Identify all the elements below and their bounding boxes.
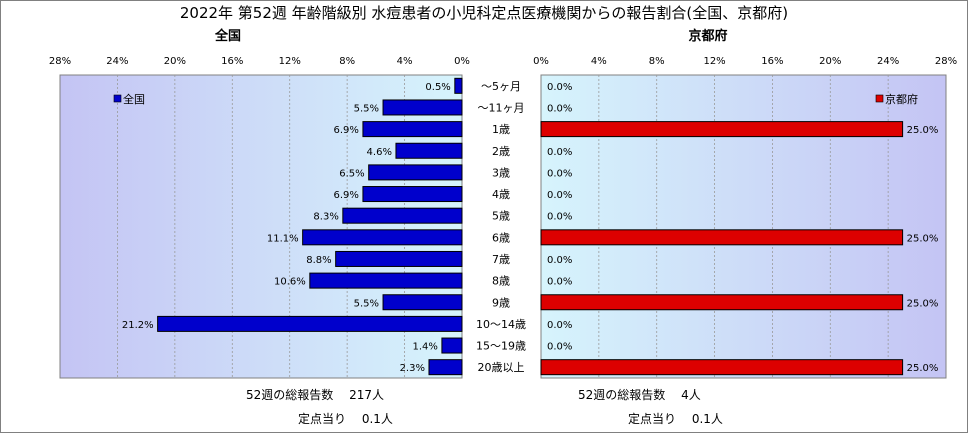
left-x-tick-label: 16% bbox=[221, 56, 243, 67]
left-bar bbox=[368, 164, 463, 181]
right-bar bbox=[540, 121, 904, 138]
category-label: ～11ヶ月 bbox=[478, 101, 525, 114]
right-bar-value-label: 0.0% bbox=[547, 342, 572, 353]
left-bar-value-label: 5.5% bbox=[354, 103, 379, 114]
left-bar bbox=[454, 77, 463, 94]
right-bar-value-label: 0.0% bbox=[547, 277, 572, 288]
right-bar-value-label: 25.0% bbox=[907, 125, 939, 136]
right-panel-title: 京都府 bbox=[688, 28, 727, 44]
right-bar-value-label: 0.0% bbox=[547, 82, 572, 93]
right-bar bbox=[540, 229, 904, 246]
left-bar bbox=[382, 99, 463, 116]
right-bar bbox=[540, 294, 904, 311]
left-bar bbox=[362, 121, 463, 138]
right-bar-value-label: 0.0% bbox=[547, 103, 572, 114]
right-x-ticks: 0% 4% 8% 12% 16% 20% 24% 28% bbox=[533, 56, 957, 67]
left-legend: 全国 bbox=[113, 92, 145, 106]
left-bar-value-label: 2.3% bbox=[400, 363, 425, 374]
category-label: 15～19歳 bbox=[476, 340, 526, 353]
category-label: 9歳 bbox=[492, 296, 510, 309]
left-bar-value-label: 4.6% bbox=[367, 147, 392, 158]
left-x-tick-label: 8% bbox=[339, 56, 355, 67]
right-bar bbox=[540, 359, 904, 376]
right-bar-value-label: 0.0% bbox=[547, 168, 572, 179]
category-label: 7歳 bbox=[492, 253, 510, 266]
category-label: ～5ヶ月 bbox=[481, 80, 521, 93]
left-bar bbox=[441, 337, 463, 354]
left-x-tick-label: 12% bbox=[279, 56, 301, 67]
category-label: 20歳以上 bbox=[478, 361, 525, 374]
left-total-reports: 52週の総報告数 217人 bbox=[246, 387, 384, 402]
left-bar bbox=[362, 186, 463, 203]
right-x-tick-label: 20% bbox=[819, 56, 841, 67]
left-bar-value-label: 10.6% bbox=[274, 277, 306, 288]
left-bar-value-label: 11.1% bbox=[267, 233, 299, 244]
right-legend-swatch bbox=[875, 94, 884, 103]
left-bar bbox=[309, 272, 463, 289]
left-x-tick-label: 0% bbox=[454, 56, 470, 67]
right-bar-value-label: 0.0% bbox=[547, 147, 572, 158]
right-bar-value-label: 25.0% bbox=[907, 233, 939, 244]
right-per-site: 定点当り 0.1人 bbox=[628, 411, 723, 426]
right-bar-value-label: 0.0% bbox=[547, 190, 572, 201]
right-x-tick-label: 0% bbox=[533, 56, 549, 67]
left-bar-value-label: 6.5% bbox=[339, 168, 364, 179]
right-bar-value-label: 0.0% bbox=[547, 320, 572, 331]
left-bars: 0.5% 5.5% 6.9% 4.6%6.5% 6.9% 8.3% 11.1% 8.8%10.… bbox=[122, 77, 463, 376]
left-x-tick-label: 20% bbox=[164, 56, 186, 67]
left-x-tick-label: 4% bbox=[397, 56, 413, 67]
right-bar-value-label: 25.0% bbox=[907, 363, 939, 374]
left-legend-label: 全国 bbox=[123, 92, 145, 106]
left-bar bbox=[342, 207, 463, 224]
left-bar-value-label: 1.4% bbox=[412, 342, 437, 353]
category-label: 6歳 bbox=[492, 231, 510, 244]
right-total-reports: 52週の総報告数 4人 bbox=[578, 387, 701, 402]
right-grid bbox=[598, 75, 889, 378]
left-bar-value-label: 6.9% bbox=[334, 190, 359, 201]
right-bar-value-label: 0.0% bbox=[547, 212, 572, 223]
left-per-site: 定点当り 0.1人 bbox=[298, 411, 393, 426]
left-x-tick-label: 24% bbox=[106, 56, 128, 67]
left-bar-value-label: 0.5% bbox=[425, 82, 450, 93]
right-legend-label: 京都府 bbox=[885, 92, 918, 106]
right-x-tick-label: 28% bbox=[935, 56, 957, 67]
category-labels: ～5ヶ月 ～11ヶ月 1歳 2歳 3歳 4歳 5歳 6歳 7歳 8歳 9歳 10～14歳 15～19歳 2… bbox=[476, 80, 526, 374]
left-panel-title: 全国 bbox=[214, 28, 241, 44]
left-legend-swatch bbox=[113, 94, 122, 103]
left-bar bbox=[302, 229, 463, 246]
chart-title: 2022年 第52週 年齢階級別 水痘患者の小児科定点医療機関からの報告割合(全… bbox=[180, 4, 788, 22]
left-bar bbox=[395, 142, 463, 159]
left-plot-area bbox=[59, 74, 463, 379]
category-label: 1歳 bbox=[492, 123, 510, 136]
left-bar-value-label: 5.5% bbox=[354, 298, 379, 309]
category-label: 8歳 bbox=[492, 275, 510, 288]
right-legend: 京都府 bbox=[875, 92, 918, 106]
right-bar-value-label: 0.0% bbox=[547, 255, 572, 266]
right-plot-area bbox=[540, 74, 947, 379]
right-x-tick-label: 12% bbox=[703, 56, 725, 67]
right-x-tick-label: 4% bbox=[591, 56, 607, 67]
category-label: 5歳 bbox=[492, 210, 510, 223]
right-x-tick-label: 16% bbox=[761, 56, 783, 67]
category-label: 2歳 bbox=[492, 145, 510, 158]
left-bar-value-label: 21.2% bbox=[122, 320, 154, 331]
right-x-tick-label: 8% bbox=[649, 56, 665, 67]
left-bar-value-label: 6.9% bbox=[334, 125, 359, 136]
category-label: 4歳 bbox=[492, 188, 510, 201]
left-bar bbox=[382, 294, 463, 311]
left-bar bbox=[335, 250, 463, 267]
left-bar bbox=[428, 359, 463, 376]
right-bar-value-label: 25.0% bbox=[907, 298, 939, 309]
category-label: 10～14歳 bbox=[476, 318, 526, 331]
left-bar bbox=[157, 315, 463, 332]
left-bar-value-label: 8.8% bbox=[306, 255, 331, 266]
left-x-tick-label: 28% bbox=[49, 56, 71, 67]
left-bar-value-label: 8.3% bbox=[313, 212, 338, 223]
left-x-ticks: 0% 4% 8% 12% 16% 20% 24% 28% bbox=[49, 56, 470, 67]
right-x-tick-label: 24% bbox=[877, 56, 899, 67]
right-bars: 0.0% 0.0% 25.0% 0.0% 0.0% 0.0% 0.0% 25.0% 0.0% 0.… bbox=[540, 82, 939, 376]
category-label: 3歳 bbox=[492, 166, 510, 179]
